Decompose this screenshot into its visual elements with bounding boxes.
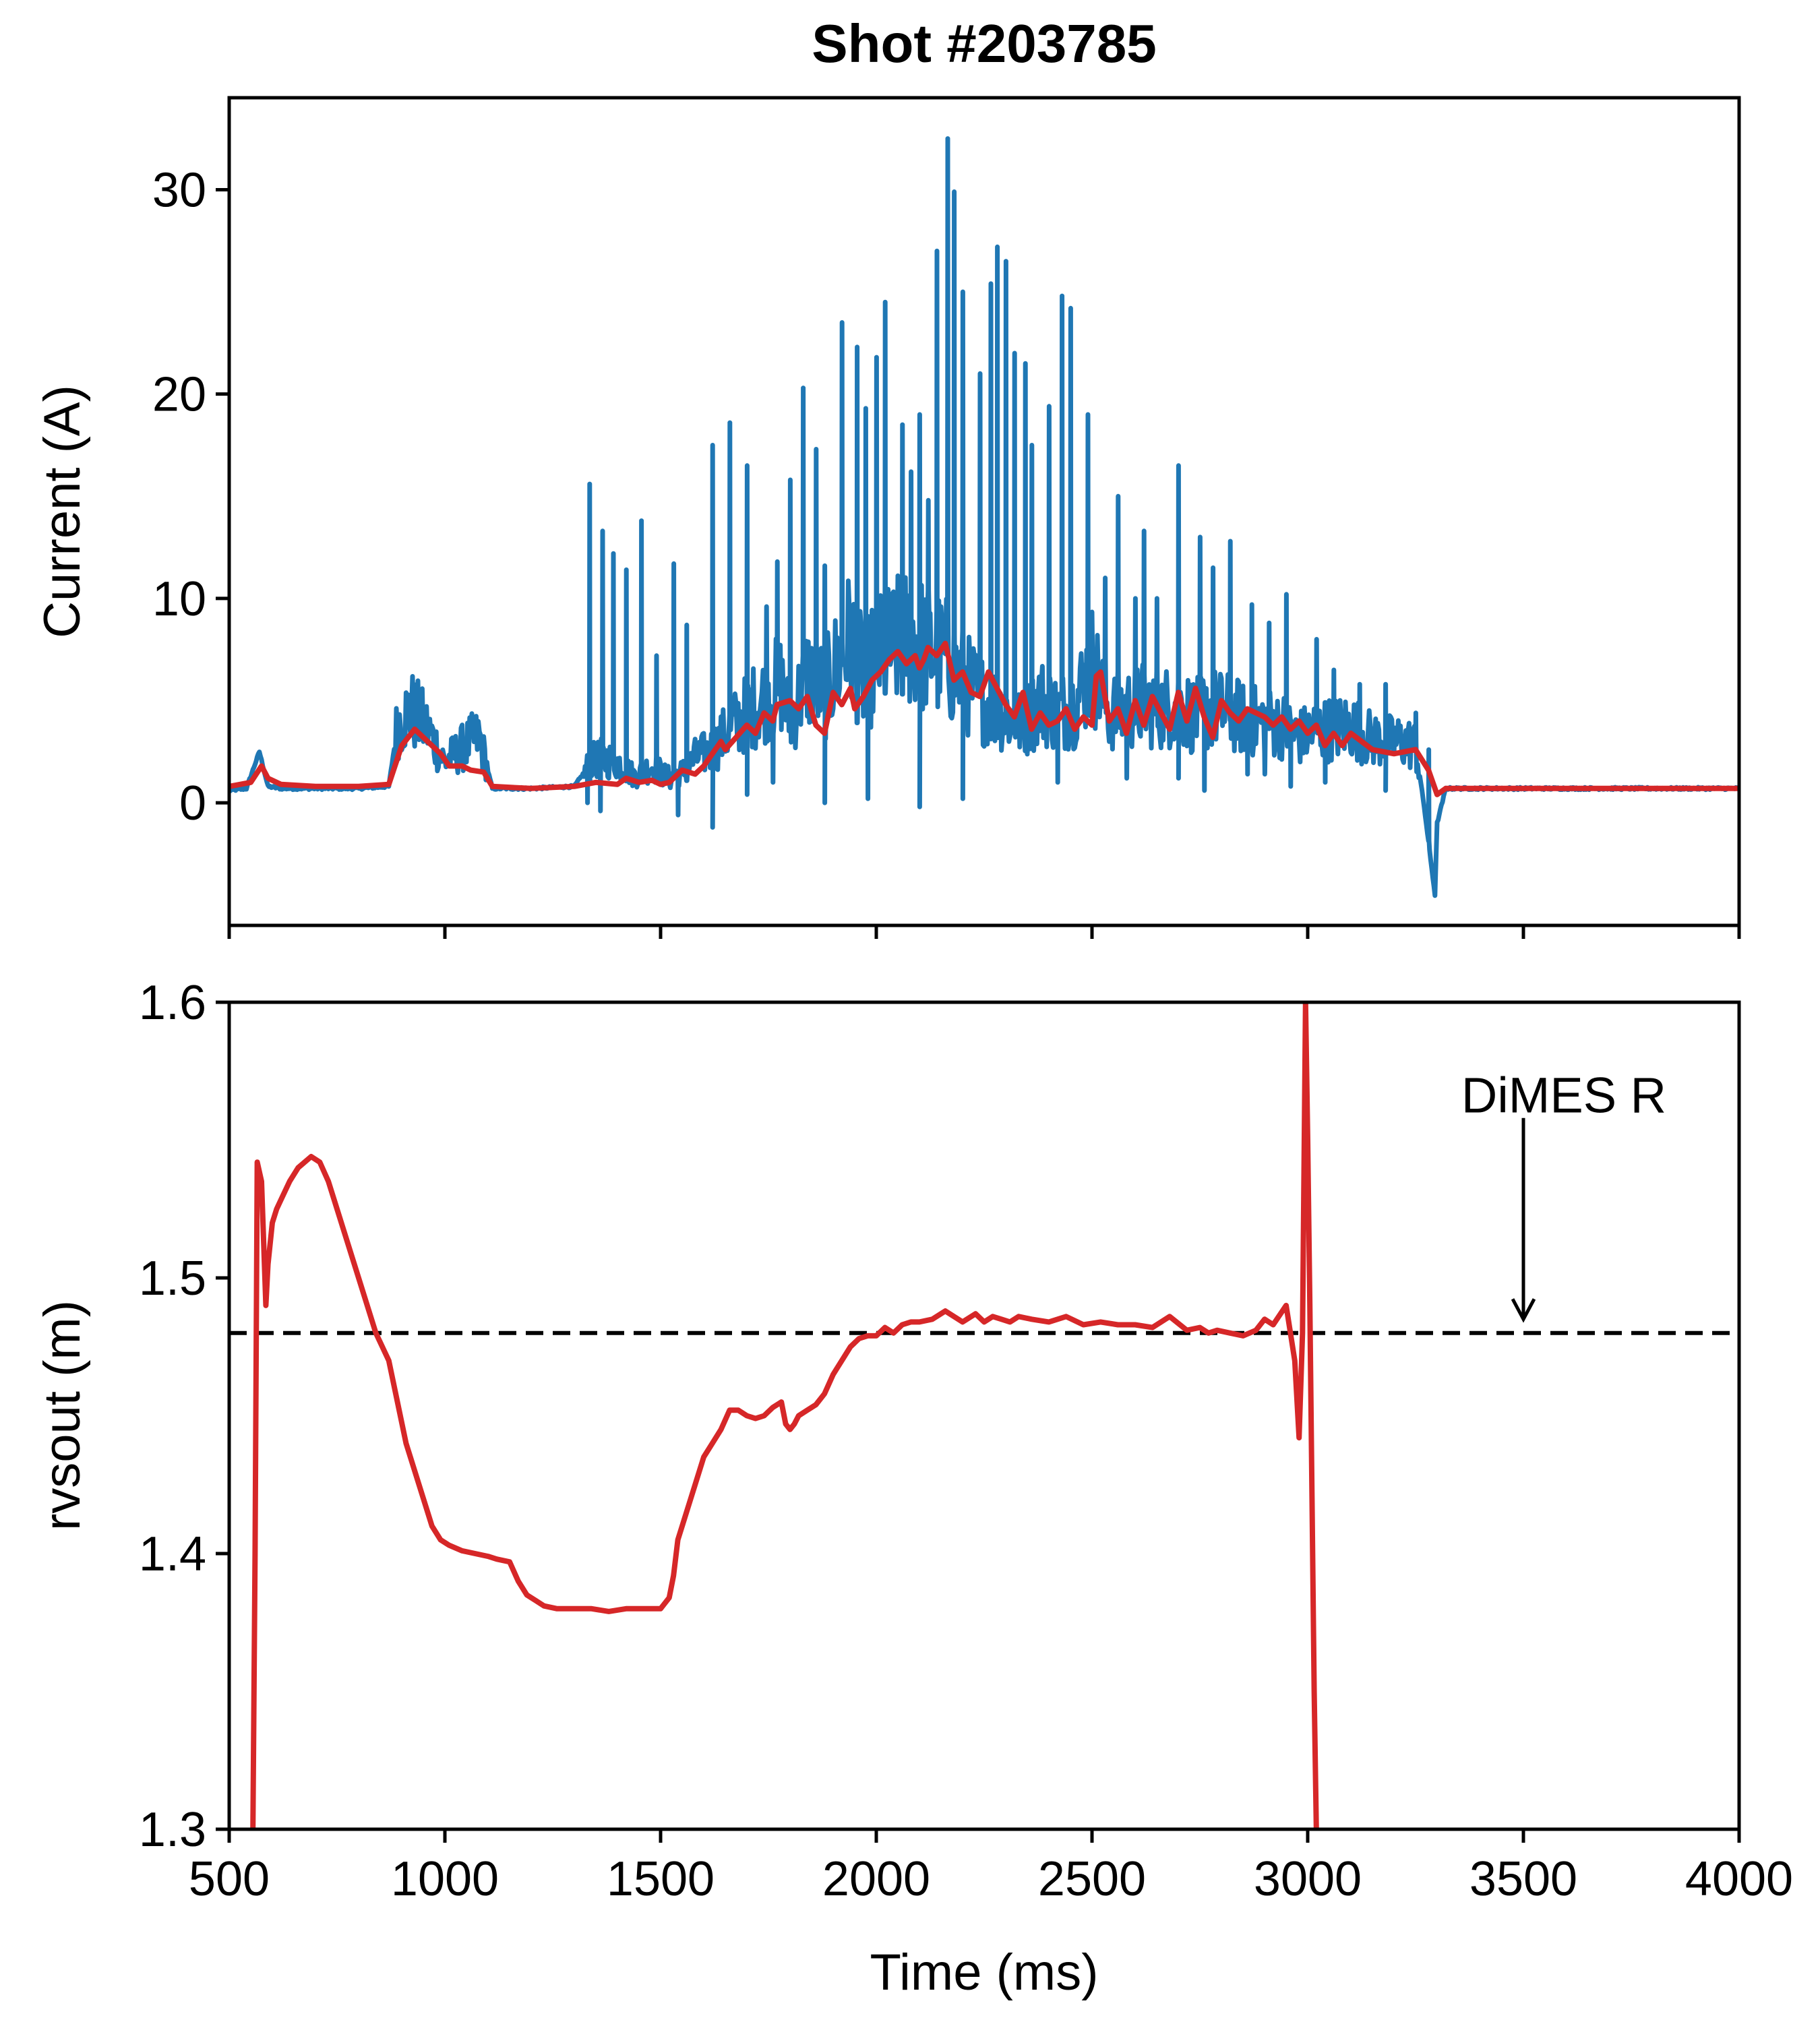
top-series-line-1 bbox=[229, 640, 1739, 797]
y-tick-label: 20 bbox=[152, 368, 206, 422]
x-tick-label: 4000 bbox=[1685, 1852, 1793, 1906]
x-tick-label: 3000 bbox=[1254, 1852, 1362, 1906]
x-tick-label: 1000 bbox=[391, 1852, 499, 1906]
y-tick-label: 1.3 bbox=[139, 1803, 206, 1857]
annotation-arrow-head bbox=[1511, 1298, 1536, 1323]
top-y-axis-label: Current (A) bbox=[34, 385, 91, 638]
bottom-panel: 1.3 1.4 1.5 1.6 500 1000 1500 2000 2500 3000 3500… bbox=[34, 976, 1793, 2001]
x-tick-label: 2500 bbox=[1038, 1852, 1146, 1906]
y-tick-label: 0 bbox=[179, 776, 206, 830]
bottom-x-ticks: 500 1000 1500 2000 2500 3000 3500 4000 bbox=[189, 1829, 1793, 1906]
figure-title: Shot #203785 bbox=[812, 13, 1156, 73]
top-panel: 0 10 20 30 Current (A) bbox=[34, 96, 1741, 939]
y-tick-label: 10 bbox=[152, 572, 206, 626]
y-tick-label: 30 bbox=[152, 163, 206, 217]
y-tick-label: 1.4 bbox=[139, 1527, 206, 1581]
top-y-ticks: 0 10 20 30 bbox=[152, 163, 229, 830]
bottom-y-axis-label: rvsout (m) bbox=[34, 1300, 91, 1531]
bottom-series-group bbox=[250, 1002, 1319, 1829]
top-axes-frame bbox=[227, 96, 1741, 927]
bottom-axes-frame bbox=[227, 1000, 1741, 1831]
top-x-ticks bbox=[227, 925, 1741, 939]
x-tick-label: 1500 bbox=[607, 1852, 715, 1906]
x-axis-label: Time (ms) bbox=[870, 1944, 1098, 2001]
top-series-line-0 bbox=[229, 136, 1739, 898]
x-tick-label: 2000 bbox=[822, 1852, 930, 1906]
x-tick-label: 3500 bbox=[1469, 1852, 1577, 1906]
y-tick-label: 1.5 bbox=[139, 1252, 206, 1306]
y-tick-label: 1.6 bbox=[139, 976, 206, 1030]
dimes-annotation-label: DiMES R bbox=[1461, 1068, 1666, 1124]
bot-series-line-0 bbox=[250, 1002, 1319, 1829]
x-tick-label: 500 bbox=[189, 1852, 270, 1906]
top-series-group bbox=[229, 136, 1739, 898]
annotation-group: DiMES R bbox=[1461, 1068, 1666, 1323]
bottom-y-ticks: 1.3 1.4 1.5 1.6 bbox=[139, 976, 229, 1857]
